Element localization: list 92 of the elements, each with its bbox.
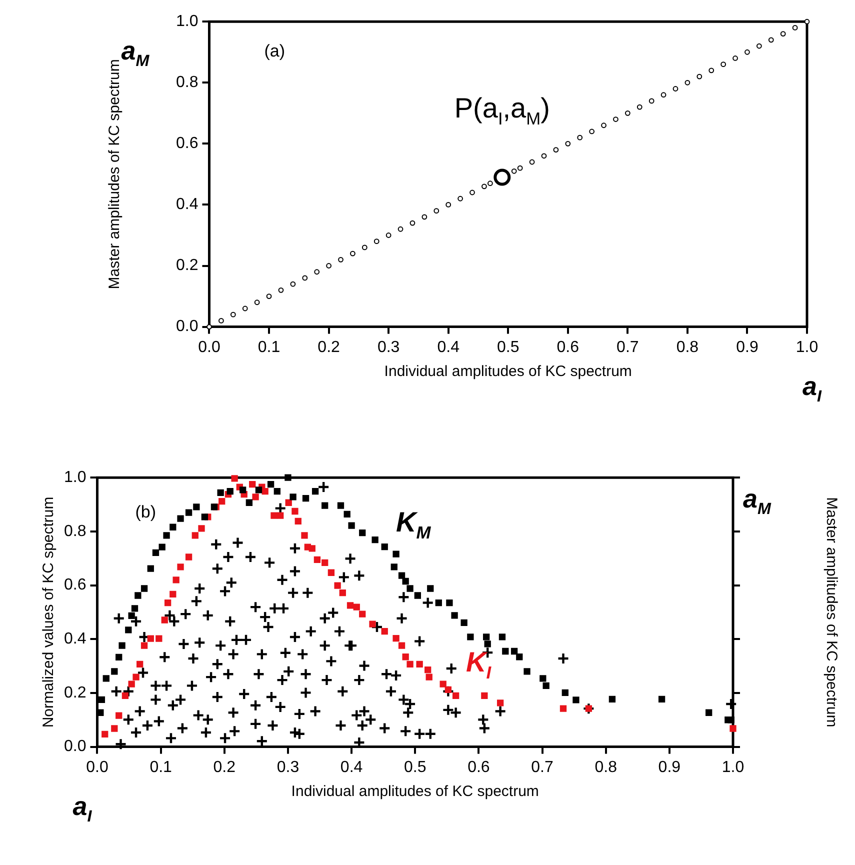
- x-tick-label: 0.8: [676, 338, 699, 356]
- x-tick-label: 0.6: [468, 758, 490, 776]
- point: [487, 180, 493, 186]
- point: [648, 98, 654, 104]
- x-axis-title: Individual amplitudes of KC spectrum: [291, 783, 539, 800]
- point: [326, 263, 332, 268]
- x-tick-label: 0.5: [404, 758, 426, 776]
- point: [278, 287, 284, 293]
- point: [636, 104, 642, 110]
- point: [302, 275, 308, 281]
- point: [529, 159, 535, 165]
- x-tick-label: 0.9: [736, 338, 758, 356]
- x-tick-label: 0.3: [377, 338, 400, 356]
- y-axis-title: Normalized values of KC spectrum: [40, 496, 58, 728]
- point: [398, 226, 404, 232]
- y-tick-label: 0.8: [64, 522, 86, 540]
- point: [708, 68, 714, 74]
- y-tick-label: 1.0: [176, 13, 198, 30]
- x-tick-label: 0.1: [258, 338, 280, 356]
- y-tick-label: 0.0: [64, 738, 86, 756]
- point: [517, 165, 523, 171]
- point: [470, 190, 475, 196]
- point: [541, 153, 547, 159]
- point: [744, 49, 750, 55]
- point: [780, 31, 786, 37]
- point: [756, 43, 762, 49]
- x-tick-label: 0.2: [213, 758, 236, 776]
- point: [613, 116, 618, 122]
- x-tick-label: 0.2: [318, 338, 340, 356]
- y-tick-label: 0.4: [64, 630, 86, 648]
- y-tick-label: 0.2: [64, 684, 86, 702]
- point: [624, 110, 630, 116]
- point: [434, 208, 440, 214]
- point: [230, 312, 236, 318]
- x-tick-label: 1.0: [796, 338, 818, 356]
- x-tick-label: 0.0: [198, 338, 220, 356]
- y-tick-label: 0.6: [64, 576, 86, 594]
- point: [732, 56, 738, 61]
- x-tick-label: 0.0: [86, 758, 108, 776]
- y-tick-label: 0.0: [176, 318, 198, 336]
- point: [386, 232, 392, 238]
- point: [422, 214, 428, 220]
- point: [577, 134, 583, 140]
- annotation: (b): [135, 502, 156, 522]
- x-tick-label: 0.7: [616, 338, 639, 356]
- x-tick-label: 1.0: [722, 758, 744, 776]
- point: [804, 18, 810, 24]
- point: [768, 37, 774, 43]
- annotation: (a): [264, 42, 286, 61]
- point: [792, 25, 798, 30]
- point: [458, 196, 463, 202]
- point: [672, 86, 678, 92]
- point: [511, 168, 517, 174]
- y-tick-label: 0.8: [176, 74, 198, 92]
- point: [314, 269, 320, 275]
- point: [660, 92, 666, 98]
- x-tick-label: 0.9: [658, 758, 681, 776]
- point: [362, 244, 368, 250]
- x-tick-label: 0.4: [340, 758, 363, 776]
- y-tick-label: 0.4: [176, 196, 198, 214]
- point: [218, 318, 224, 324]
- point: [350, 250, 356, 256]
- x-tick-label: 0.6: [556, 338, 580, 356]
- point: [290, 281, 296, 287]
- x-tick-label: 0.4: [437, 338, 460, 356]
- point: [242, 306, 248, 312]
- point: [684, 80, 690, 86]
- point: [410, 220, 416, 226]
- y-tick-label: 0.6: [176, 135, 198, 152]
- x-tick-label: 0.5: [496, 338, 520, 356]
- point: [446, 202, 452, 208]
- point: [482, 184, 487, 190]
- x-tick-label: 0.1: [150, 758, 172, 776]
- point: [553, 147, 559, 152]
- x-tick-label: 0.7: [531, 758, 554, 776]
- x-tick-label: 0.3: [276, 758, 300, 776]
- point: [589, 128, 595, 134]
- point: [720, 62, 726, 68]
- point: [266, 294, 272, 299]
- point: [338, 256, 344, 262]
- point: [374, 238, 380, 244]
- point: [254, 300, 260, 306]
- x-tick-label: 0.8: [594, 758, 618, 776]
- point: [696, 74, 702, 80]
- x-axis-title: Individual amplitudes of KC spectrum: [384, 363, 632, 380]
- y-axis-title: Master amplitudes of KC spectrum: [106, 59, 124, 290]
- point: [206, 324, 212, 330]
- point: [601, 122, 606, 128]
- point: [565, 140, 571, 146]
- y2-axis-title: Master amplitudes of KC spectrum: [822, 497, 840, 728]
- y-tick-label: 0.2: [176, 257, 198, 274]
- y-tick-label: 1.0: [64, 469, 86, 486]
